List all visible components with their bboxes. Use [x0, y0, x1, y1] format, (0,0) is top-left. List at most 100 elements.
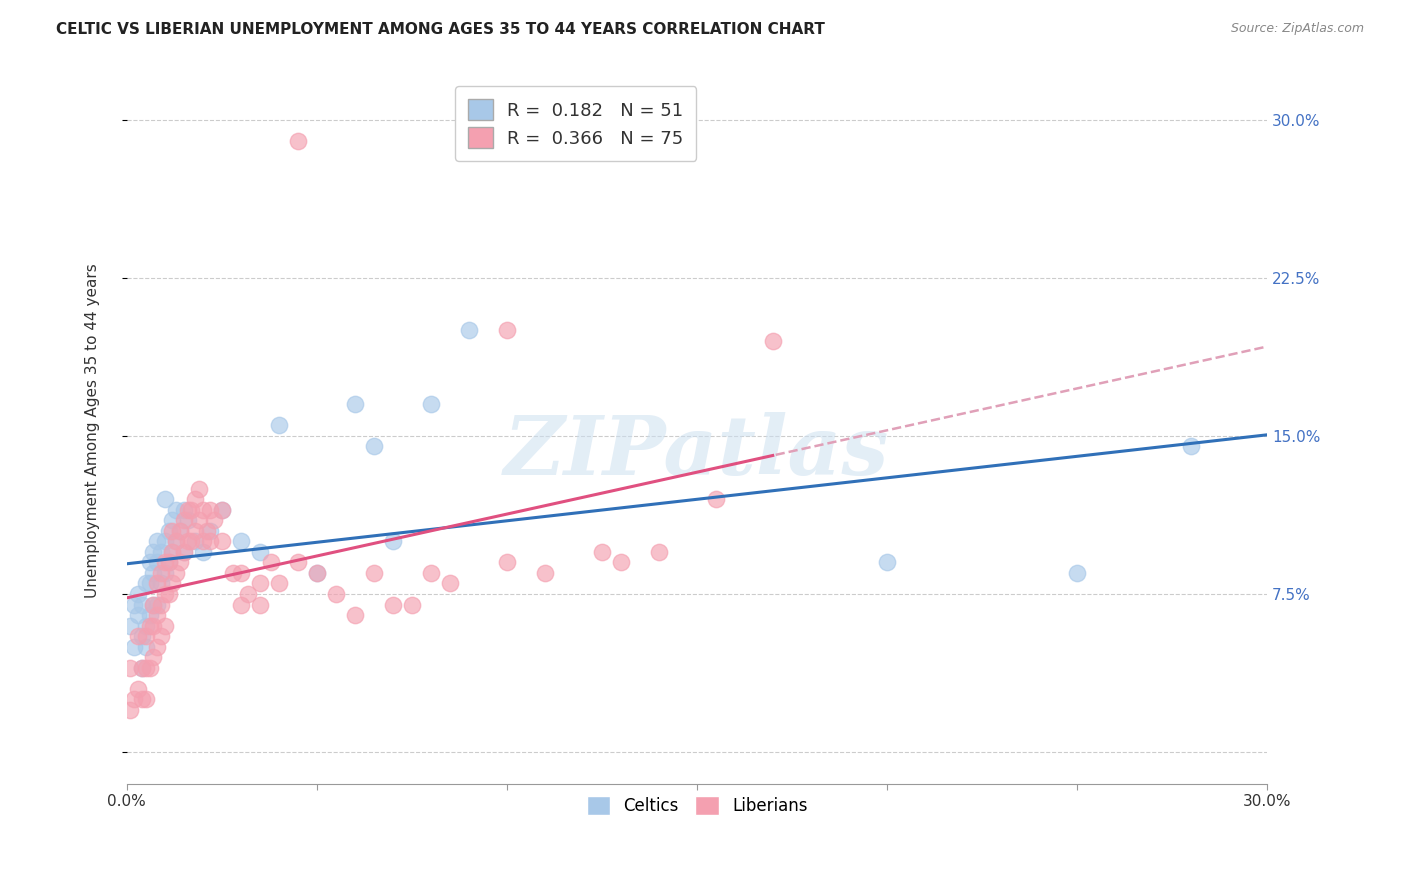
Point: [157, 587, 180, 601]
Point: [195, 524, 218, 538]
Point: [169, 555, 191, 569]
Point: [162, 545, 184, 559]
Point: [142, 545, 165, 559]
Point: [173, 502, 195, 516]
Text: CELTIC VS LIBERIAN UNEMPLOYMENT AMONG AGES 35 TO 44 YEARS CORRELATION CHART: CELTIC VS LIBERIAN UNEMPLOYMENT AMONG AG…: [56, 22, 825, 37]
Point: [138, 661, 160, 675]
Point: [419, 397, 441, 411]
Point: [146, 608, 169, 623]
Point: [229, 598, 252, 612]
Point: [211, 502, 233, 516]
Point: [120, 618, 142, 632]
Point: [249, 598, 271, 612]
Point: [229, 534, 252, 549]
Point: [267, 418, 290, 433]
Point: [162, 524, 184, 538]
Point: [173, 545, 195, 559]
Point: [149, 629, 172, 643]
Point: [191, 545, 214, 559]
Point: [131, 661, 153, 675]
Point: [305, 566, 328, 580]
Point: [401, 598, 423, 612]
Point: [496, 323, 519, 337]
Point: [363, 566, 385, 580]
Point: [142, 650, 165, 665]
Point: [127, 629, 149, 643]
Point: [153, 534, 176, 549]
Point: [187, 513, 209, 527]
Point: [135, 576, 157, 591]
Point: [173, 545, 195, 559]
Point: [1180, 439, 1202, 453]
Y-axis label: Unemployment Among Ages 35 to 44 years: Unemployment Among Ages 35 to 44 years: [86, 263, 100, 598]
Point: [135, 661, 157, 675]
Point: [876, 555, 898, 569]
Text: ZIPatlas: ZIPatlas: [505, 412, 890, 491]
Point: [146, 576, 169, 591]
Legend: Celtics, Liberians: Celtics, Liberians: [576, 786, 817, 825]
Point: [200, 502, 222, 516]
Point: [169, 524, 191, 538]
Point: [591, 545, 613, 559]
Point: [176, 502, 198, 516]
Point: [165, 566, 187, 580]
Point: [138, 608, 160, 623]
Point: [1066, 566, 1088, 580]
Point: [135, 618, 157, 632]
Point: [153, 566, 176, 580]
Point: [419, 566, 441, 580]
Point: [127, 681, 149, 696]
Point: [267, 576, 290, 591]
Point: [124, 598, 146, 612]
Point: [534, 566, 557, 580]
Point: [127, 608, 149, 623]
Point: [176, 513, 198, 527]
Point: [260, 555, 283, 569]
Point: [120, 661, 142, 675]
Point: [169, 524, 191, 538]
Point: [131, 661, 153, 675]
Point: [162, 576, 184, 591]
Point: [157, 555, 180, 569]
Point: [138, 576, 160, 591]
Text: Source: ZipAtlas.com: Source: ZipAtlas.com: [1230, 22, 1364, 36]
Point: [124, 640, 146, 654]
Point: [202, 513, 225, 527]
Point: [162, 513, 184, 527]
Point: [153, 618, 176, 632]
Point: [142, 618, 165, 632]
Point: [131, 598, 153, 612]
Point: [704, 492, 727, 507]
Point: [211, 534, 233, 549]
Point: [184, 534, 207, 549]
Point: [135, 692, 157, 706]
Point: [135, 629, 157, 643]
Point: [142, 598, 165, 612]
Point: [648, 545, 671, 559]
Point: [153, 555, 176, 569]
Point: [343, 608, 366, 623]
Point: [200, 534, 222, 549]
Point: [142, 598, 165, 612]
Point: [363, 439, 385, 453]
Point: [287, 555, 309, 569]
Point: [325, 587, 347, 601]
Point: [157, 555, 180, 569]
Point: [191, 502, 214, 516]
Point: [184, 524, 207, 538]
Point: [457, 323, 479, 337]
Point: [157, 524, 180, 538]
Point: [180, 534, 202, 549]
Point: [146, 534, 169, 549]
Point: [287, 134, 309, 148]
Point: [200, 524, 222, 538]
Point: [229, 566, 252, 580]
Point: [238, 587, 260, 601]
Point: [131, 629, 153, 643]
Point: [381, 534, 404, 549]
Point: [149, 576, 172, 591]
Point: [162, 545, 184, 559]
Point: [124, 692, 146, 706]
Point: [184, 492, 207, 507]
Point: [149, 566, 172, 580]
